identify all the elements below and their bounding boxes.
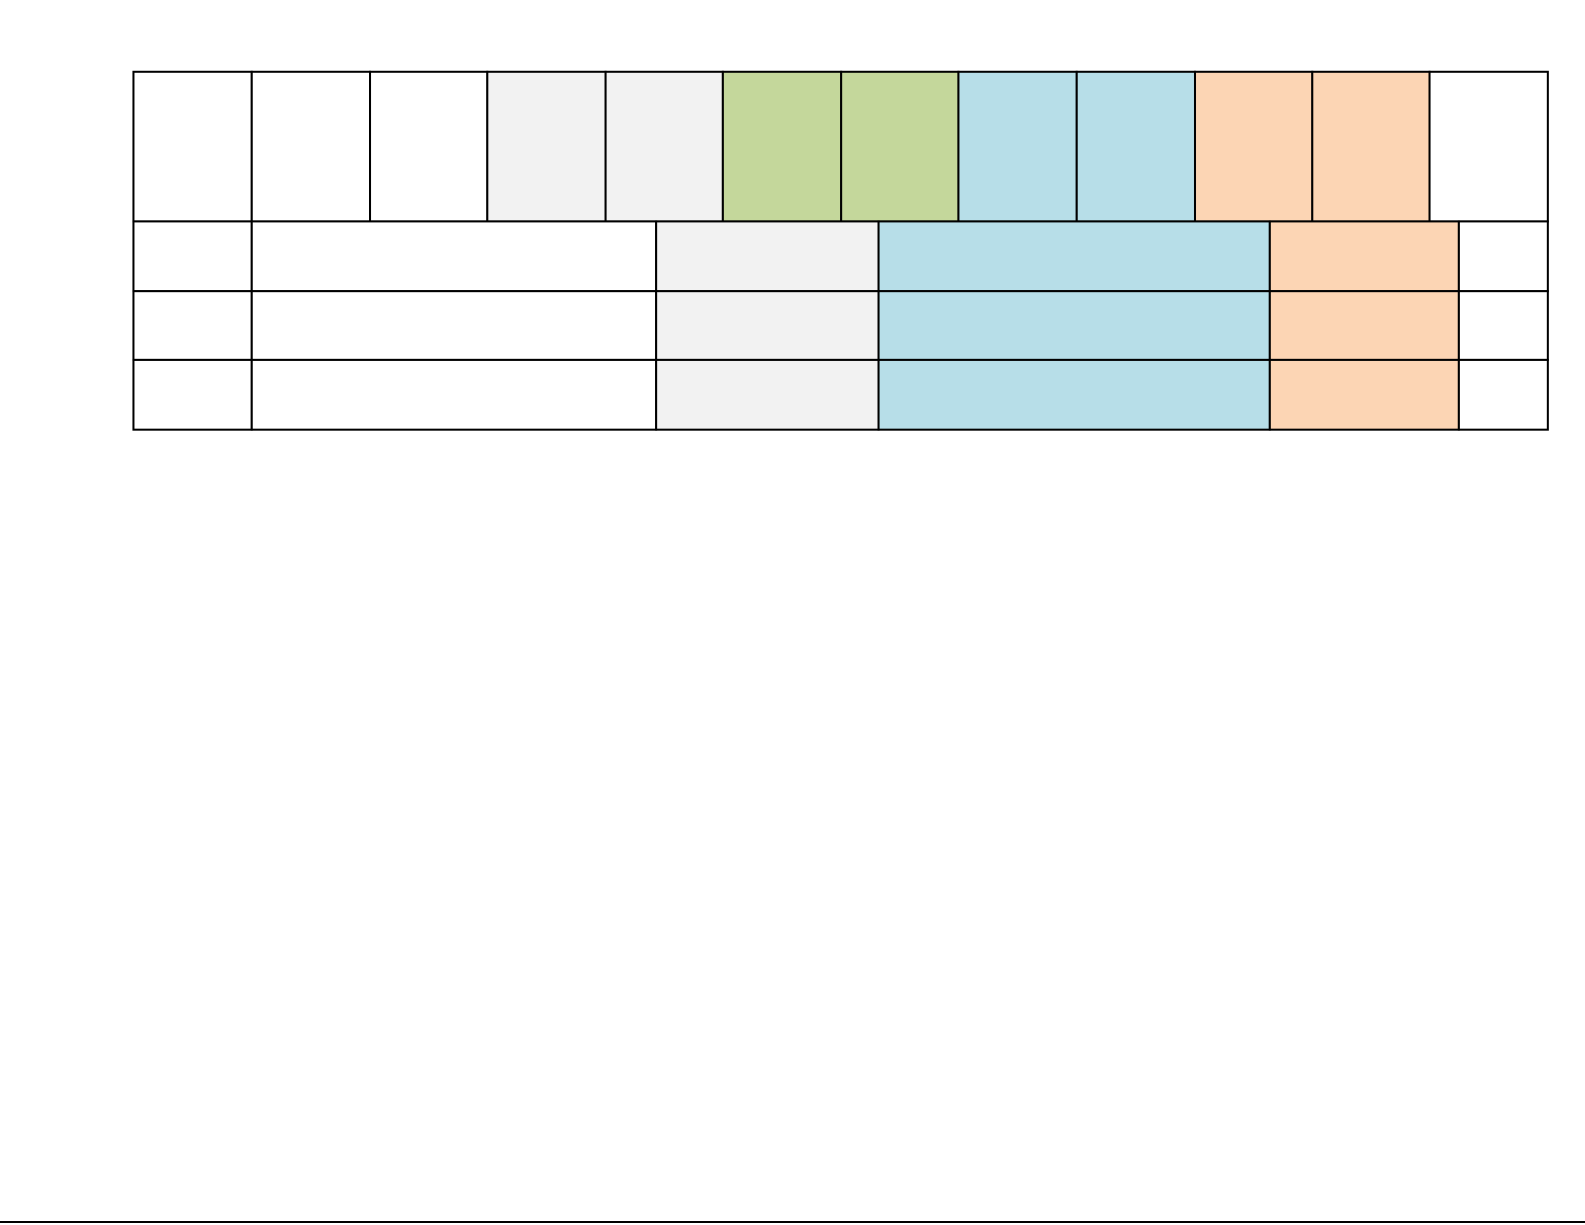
table-cell bbox=[132, 290, 253, 361]
table-cell bbox=[957, 70, 1078, 223]
table-cell bbox=[132, 358, 253, 431]
table-cell bbox=[1268, 358, 1460, 431]
table-cell bbox=[877, 220, 1271, 293]
table-cell bbox=[250, 70, 372, 223]
table-cell bbox=[877, 290, 1271, 361]
table-cell bbox=[250, 220, 658, 293]
table-cell bbox=[1268, 290, 1460, 361]
table-cell bbox=[1268, 220, 1460, 293]
table-cell bbox=[1311, 70, 1431, 223]
table-cell bbox=[655, 358, 880, 431]
table-cell bbox=[250, 290, 658, 361]
table bbox=[132, 70, 1549, 431]
table-cell bbox=[721, 70, 843, 223]
table-cell bbox=[250, 358, 658, 431]
table-cell bbox=[655, 220, 880, 293]
table-cell bbox=[132, 70, 253, 223]
table-cell bbox=[655, 290, 880, 361]
table-cell bbox=[1193, 70, 1314, 223]
table-cell bbox=[369, 70, 489, 223]
table-cell bbox=[1457, 220, 1549, 293]
table-cell bbox=[1428, 70, 1549, 223]
table-cell bbox=[1457, 290, 1549, 361]
table-cell bbox=[486, 70, 607, 223]
table-cell bbox=[840, 70, 960, 223]
table-cell bbox=[132, 220, 253, 293]
table-cell bbox=[1075, 70, 1197, 223]
table-cell bbox=[604, 70, 724, 223]
table-cell bbox=[1457, 358, 1549, 431]
table-cell bbox=[877, 358, 1271, 431]
